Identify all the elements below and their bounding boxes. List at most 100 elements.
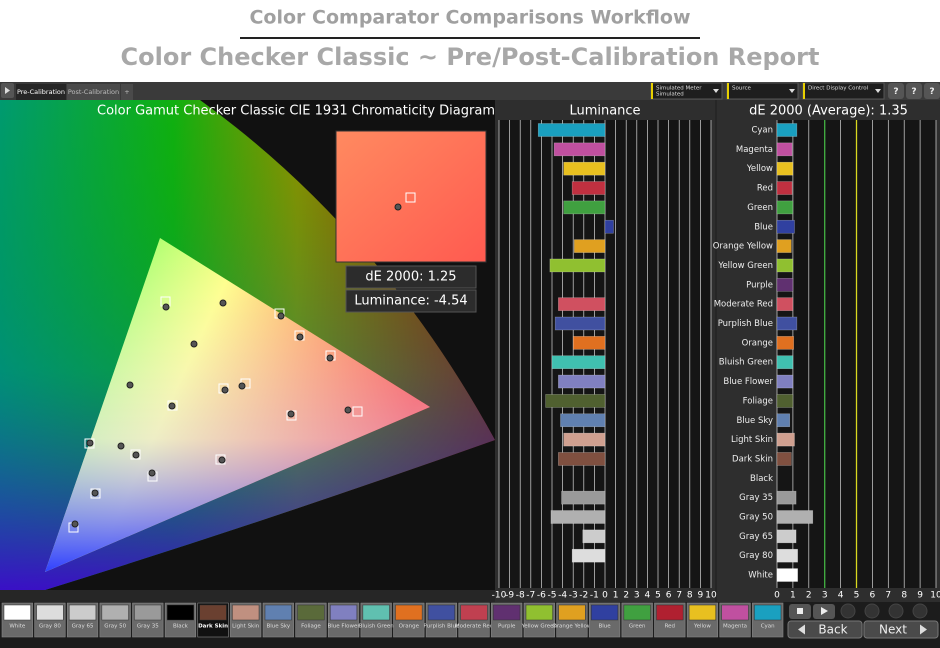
category-label: Purplish Blue xyxy=(718,319,773,329)
x-tick-label: 8 xyxy=(687,591,693,601)
stop-glyph xyxy=(797,608,803,614)
swatch-color xyxy=(688,604,716,621)
diagram-title: Color Gamut Checker Classic CIE 1931 Chr… xyxy=(97,104,495,119)
tab-label: Post-Calibration xyxy=(68,88,119,96)
icon-button[interactable] xyxy=(924,83,940,99)
swatch-color xyxy=(623,604,651,621)
measured-markers xyxy=(71,299,352,528)
back-arrow xyxy=(798,624,805,635)
swatch-color xyxy=(362,604,390,621)
dropdown-arrow xyxy=(789,89,795,93)
bar xyxy=(572,336,606,350)
category-label: Black xyxy=(750,474,773,484)
category-label: Yellow Green xyxy=(717,261,773,271)
swatch-label: Light Skin xyxy=(232,624,260,630)
swatch-label: Orange Yellow xyxy=(552,624,592,630)
bar xyxy=(776,336,794,350)
swatch-label: Foliage xyxy=(301,624,321,630)
swatch-label: Moderate Red xyxy=(455,624,493,630)
dropdown-accent xyxy=(803,83,805,99)
category-label: Blue Flower xyxy=(723,377,773,387)
bar xyxy=(558,297,606,311)
swatch-color xyxy=(460,604,488,621)
bar xyxy=(776,432,795,447)
category-label: Gray 80 xyxy=(739,551,773,561)
category-label: Foliage xyxy=(743,396,773,406)
x-tick-label: -4 xyxy=(558,591,567,601)
category-label: Light Skin xyxy=(731,435,773,445)
tab[interactable] xyxy=(67,84,120,100)
measured xyxy=(344,406,352,414)
x-tick-label: -10 xyxy=(492,591,507,601)
bar xyxy=(776,258,794,273)
swatch-label: Gray 65 xyxy=(72,624,94,630)
category-label: Orange Yellow xyxy=(713,242,773,252)
target xyxy=(352,406,363,417)
icon-button[interactable] xyxy=(888,83,904,99)
swatch-color xyxy=(721,604,749,621)
icon-glyph: ? xyxy=(929,87,934,97)
category-label: Gray 35 xyxy=(739,493,773,503)
zoom-inset xyxy=(335,130,487,263)
bar xyxy=(551,355,606,370)
swatch-color xyxy=(232,604,260,621)
swatch-label: Gray 80 xyxy=(39,624,61,630)
bar xyxy=(558,374,606,389)
swatch-label: Dark Skin xyxy=(198,624,228,630)
x-tick-label: 7 xyxy=(676,591,682,601)
next-button[interactable] xyxy=(863,620,939,639)
bar xyxy=(571,181,606,195)
tab[interactable] xyxy=(121,84,133,100)
bar xyxy=(561,490,606,505)
swatch-label: Gray 35 xyxy=(137,624,159,630)
target xyxy=(130,449,141,460)
measured xyxy=(221,386,229,394)
header-subtitle: Color Checker Classic ~ Pre/Post-Calibra… xyxy=(121,43,820,71)
back-button[interactable] xyxy=(787,620,863,639)
dropdown-arrow xyxy=(713,89,719,93)
chart-title: Luminance xyxy=(569,104,640,119)
bar xyxy=(582,529,606,544)
category-label: Cyan xyxy=(751,126,773,136)
bar xyxy=(776,200,794,215)
icon-glyph: ? xyxy=(911,87,916,97)
swatch-color xyxy=(525,604,553,621)
x-tick-label: 5 xyxy=(854,591,860,601)
de-label: dE 2000: 1.25 xyxy=(365,270,456,285)
swatch-color xyxy=(330,604,358,621)
target-markers xyxy=(68,296,363,533)
zoom-target xyxy=(405,192,416,203)
swatch-color xyxy=(36,604,64,621)
category-label: Moderate Red xyxy=(714,300,773,310)
bar xyxy=(776,142,793,157)
category-label: Bluish Green xyxy=(719,358,773,368)
luminance-box xyxy=(345,289,477,313)
tab-label: Pre-Calibration xyxy=(17,88,65,96)
dropdown-arrow xyxy=(875,89,881,93)
x-tick-label: 1 xyxy=(790,591,796,601)
tab[interactable] xyxy=(16,84,66,100)
icon-button[interactable] xyxy=(906,83,922,99)
bar xyxy=(776,355,794,370)
category-label: Gray 65 xyxy=(739,532,773,542)
bar xyxy=(553,142,606,157)
dropdown-accent xyxy=(727,83,729,99)
dropdown-accent xyxy=(651,83,653,99)
play-glyph xyxy=(821,607,828,615)
bar xyxy=(560,413,606,428)
x-tick-label: -1 xyxy=(590,591,599,601)
swatch-color xyxy=(656,604,684,621)
category-label: Purple xyxy=(746,280,773,290)
category-label: Blue Sky xyxy=(736,416,773,426)
bar xyxy=(776,394,794,408)
swatch-label: Green xyxy=(629,624,646,630)
swatch-label: Blue Sky xyxy=(266,624,290,630)
indicator xyxy=(864,603,880,619)
bar xyxy=(776,123,798,137)
measured xyxy=(91,489,99,497)
category-label: Magenta xyxy=(736,145,773,155)
back-label: Back xyxy=(818,623,847,637)
swatch-label: Yellow xyxy=(693,624,711,630)
category-label: Green xyxy=(747,203,773,213)
swatch-color xyxy=(395,604,423,621)
